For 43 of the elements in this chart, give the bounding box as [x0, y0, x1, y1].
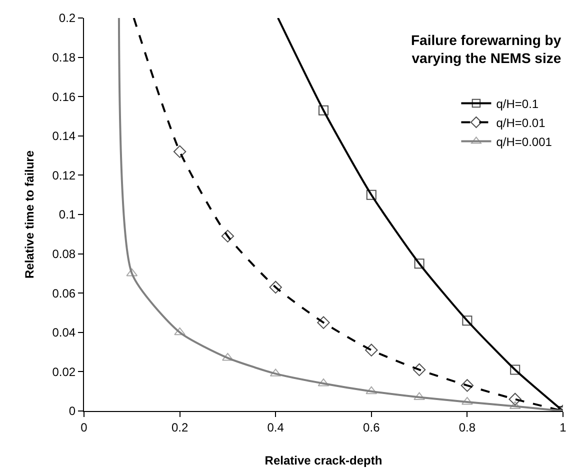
point — [412, 363, 426, 376]
point — [414, 258, 424, 269]
legend-label: q/H=0.001 — [496, 134, 552, 149]
point — [509, 401, 521, 410]
y-tick-label: 0.02 — [52, 364, 76, 379]
y-tick-label: 0.16 — [52, 90, 76, 104]
point — [462, 316, 472, 326]
y-tick-label: 0.04 — [52, 326, 76, 340]
point — [510, 364, 520, 375]
y-axis-title: Relative time to failure — [22, 150, 37, 279]
point — [221, 230, 234, 242]
x-tick-label: 1 — [560, 420, 567, 434]
y-tick-label: 0.06 — [52, 286, 76, 300]
point — [460, 379, 474, 392]
x-axis-title: Relative crack-depth — [264, 453, 382, 468]
point — [508, 392, 522, 406]
legend-label: q/H=0.1 — [496, 96, 539, 111]
y-tick-label: 0.08 — [52, 247, 76, 261]
x-tick-label: 0.6 — [363, 420, 380, 434]
y-tick-label: 0 — [68, 404, 76, 418]
point — [173, 145, 186, 158]
point — [462, 396, 473, 405]
x-tick-label: 0.8 — [458, 420, 476, 434]
text: Failure forewarning by varying the NEMS size — [411, 32, 562, 66]
point — [365, 344, 378, 356]
y-tick-label: 0.18 — [52, 50, 76, 64]
x-tick-label: 0.4 — [267, 420, 284, 434]
point — [174, 327, 186, 336]
x-tick-label: 0.2 — [171, 420, 188, 434]
y-tick-label: 0.12 — [52, 168, 76, 182]
legend-label: q/H=0.01 — [496, 116, 546, 130]
point — [318, 378, 330, 386]
x-tick-label: 0 — [80, 420, 88, 434]
y-tick-label: 0.2 — [58, 11, 76, 26]
point — [269, 280, 282, 294]
point — [318, 105, 328, 116]
point — [222, 352, 234, 361]
point — [366, 190, 376, 200]
point — [317, 316, 330, 329]
y-tick-label: 0.1 — [58, 208, 76, 222]
y-tick-label: 0.14 — [52, 129, 76, 144]
point — [126, 268, 138, 276]
point — [366, 386, 378, 394]
